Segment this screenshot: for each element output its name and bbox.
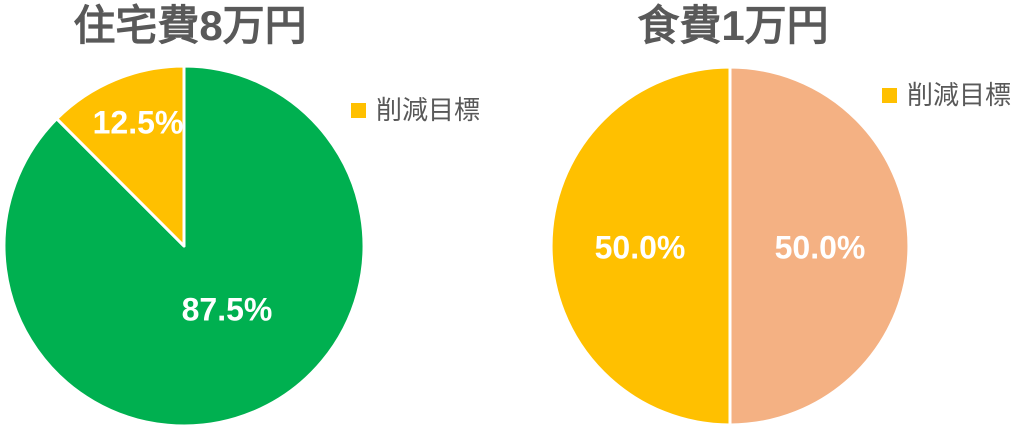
legend-label: 削減目標 <box>907 80 1012 110</box>
chart-title-food: 食費1万円 <box>637 2 829 49</box>
chart-title-housing: 住宅費8万円 <box>73 2 307 49</box>
pie-slice[interactable] <box>55 64 186 248</box>
pie-chart-food[interactable] <box>548 64 912 428</box>
legend-swatch-icon <box>882 88 897 104</box>
legend-housing[interactable]: 削減目標 <box>351 95 481 126</box>
legend-label: 削減目標 <box>376 95 481 125</box>
legend-swatch-icon <box>351 103 366 119</box>
pie-slice[interactable] <box>728 65 911 427</box>
pie-slice[interactable] <box>549 65 732 427</box>
legend-food[interactable]: 削減目標 <box>882 80 1012 111</box>
pie-chart-housing[interactable] <box>1 63 367 429</box>
